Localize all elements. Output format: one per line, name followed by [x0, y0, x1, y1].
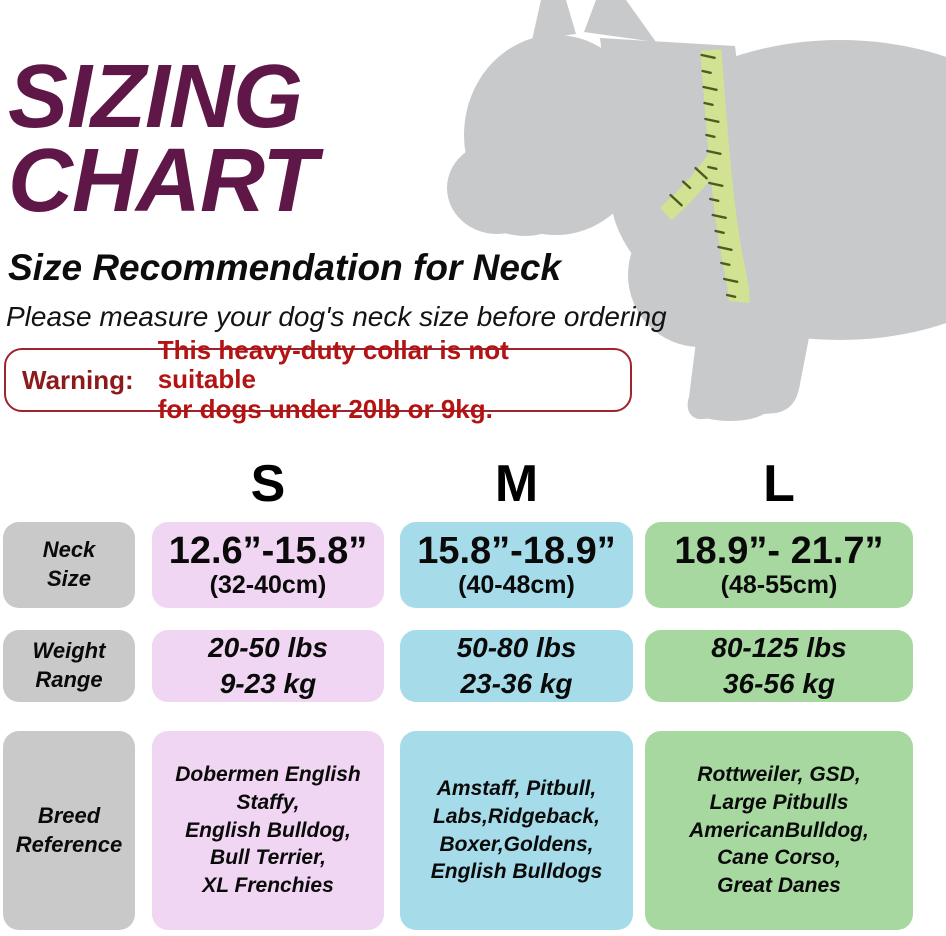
measuring-tape-branch-strip: [660, 153, 723, 221]
breed-reference-s: Dobermen English Staffy, English Bulldog…: [175, 762, 361, 898]
cell-neck-size-l: 18.9”- 21.7” (48-55cm): [645, 522, 913, 608]
column-header-m: M: [494, 455, 539, 513]
row-label-weight-range: Weight Range: [3, 630, 135, 702]
cell-neck-size-m: 15.8”-18.9” (40-48cm): [400, 522, 633, 608]
warning-box: Warning: This heavy-duty collar is not s…: [4, 336, 632, 423]
cell-weight-range-l: 80-125 lbs 36-56 kg: [645, 630, 913, 702]
neck-size-m-inches: 15.8”-18.9”: [417, 529, 616, 572]
cell-breed-reference-l: Rottweiler, GSD, Large Pitbulls American…: [645, 731, 913, 930]
row-label-breed-reference: Breed Reference: [3, 731, 135, 930]
cell-breed-reference-s: Dobermen English Staffy, English Bulldog…: [152, 731, 384, 930]
cell-breed-reference-m: Amstaff, Pitbull, Labs,Ridgeback, Boxer,…: [400, 731, 633, 930]
column-header-l: L: [763, 455, 795, 513]
warning-message: This heavy-duty collar is not suitable f…: [157, 335, 509, 424]
neck-size-l-cm: (48-55cm): [720, 570, 838, 599]
subtitle: Size Recommendation for Neck: [8, 247, 562, 288]
weight-range-m: 50-80 lbs 23-36 kg: [456, 631, 577, 699]
row-label-neck-size: Neck Size: [3, 522, 135, 608]
cell-weight-range-s: 20-50 lbs 9-23 kg: [152, 630, 384, 702]
warning-label: Warning:: [22, 364, 134, 395]
weight-range-s: 20-50 lbs 9-23 kg: [208, 631, 328, 699]
cell-neck-size-s: 12.6”-15.8” (32-40cm): [152, 522, 384, 608]
breed-reference-l: Rottweiler, GSD, Large Pitbulls American…: [689, 762, 869, 898]
dog-head: [464, 35, 648, 235]
measure-note: Please measure your dog's neck size befo…: [6, 301, 667, 332]
column-header-s: S: [250, 455, 286, 513]
neck-size-s-cm: (32-40cm): [209, 570, 327, 599]
measuring-tape-ticks: [669, 53, 739, 298]
breed-reference-m: Amstaff, Pitbull, Labs,Ridgeback, Boxer,…: [430, 776, 603, 884]
dog-paw: [690, 391, 770, 421]
cell-weight-range-m: 50-80 lbs 23-36 kg: [400, 630, 633, 702]
dog-front-leg: [687, 310, 812, 420]
measuring-tape-main-strip: [700, 49, 750, 304]
dog-withers: [600, 38, 745, 125]
dog-chin: [483, 188, 567, 236]
weight-range-l: 80-125 lbs 36-56 kg: [711, 631, 847, 699]
neck-size-l-inches: 18.9”- 21.7”: [674, 529, 884, 572]
neck-size-m-cm: (40-48cm): [458, 570, 575, 599]
dog-ear-right: [584, 0, 656, 42]
dog-ear-left: [532, 0, 576, 40]
neck-size-s-inches: 12.6”-15.8”: [168, 529, 368, 572]
page-title: SIZING CHART: [8, 47, 317, 231]
measuring-tape: [660, 49, 750, 304]
dog-body: [610, 40, 946, 340]
dog-muzzle: [447, 142, 547, 234]
